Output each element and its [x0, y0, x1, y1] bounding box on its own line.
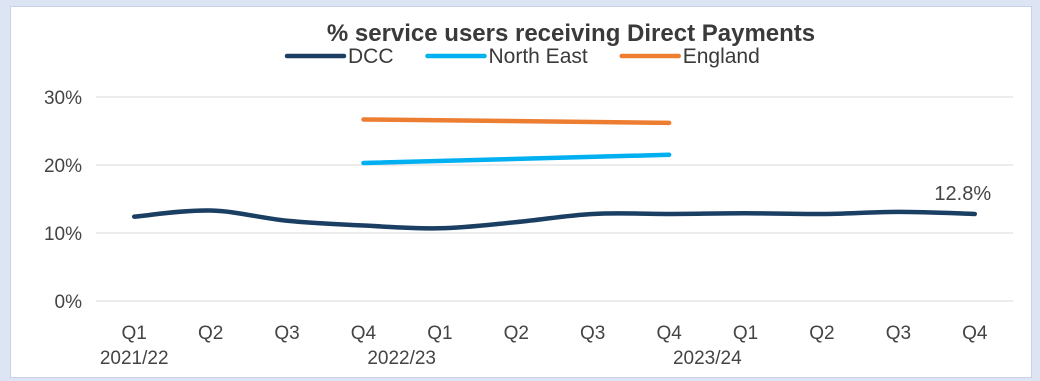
chart-title: % service users receiving Direct Payment…	[327, 20, 815, 47]
data-labels: 12.8%	[934, 183, 991, 205]
year-label: 2022/23	[367, 348, 436, 369]
x-axis: Q1 Q2 Q3 Q4 Q1 Q2 Q3 Q4 Q1 Q2 Q3 Q4 2021/22 2022/23 20…	[100, 323, 988, 369]
y-axis: 0% 10% 20% 30%	[44, 88, 82, 313]
x-tick-label: Q1	[122, 323, 147, 344]
chart-frame: % service users receiving Direct Payment…	[10, 6, 1032, 378]
x-tick-label: Q2	[809, 323, 834, 344]
x-tick-label: Q3	[274, 323, 299, 344]
year-label: 2021/22	[100, 348, 169, 369]
y-tick-label: 20%	[44, 156, 82, 177]
legend-item-dcc: DCC	[284, 45, 394, 68]
series-line-dcc	[131, 208, 978, 231]
series-line-england	[361, 117, 672, 126]
legend-label: North East	[489, 45, 588, 68]
x-tick-label: Q2	[198, 323, 223, 344]
x-tick-label: Q4	[656, 323, 682, 344]
y-tick-label: 10%	[44, 224, 82, 245]
legend-label: DCC	[348, 45, 394, 68]
data-label: 12.8%	[934, 183, 991, 205]
x-tick-label: Q1	[733, 323, 758, 344]
series-lines	[131, 117, 978, 231]
legend-item-north-east: North East	[425, 45, 588, 68]
x-tick-label: Q1	[427, 323, 452, 344]
year-label: 2023/24	[673, 348, 742, 369]
legend: DCC North East England	[284, 45, 760, 68]
x-tick-label: Q4	[351, 323, 377, 344]
legend-item-england: England	[619, 45, 760, 68]
series-line-north-east	[361, 152, 672, 166]
y-tick-label: 0%	[55, 292, 83, 313]
x-tick-label: Q3	[580, 323, 605, 344]
x-tick-label: Q2	[504, 323, 529, 344]
y-tick-label: 30%	[44, 88, 82, 109]
line-chart: % service users receiving Direct Payment…	[44, 20, 1013, 369]
legend-label: England	[683, 45, 760, 68]
x-tick-label: Q4	[962, 323, 988, 344]
gridlines	[96, 96, 1013, 302]
x-tick-label: Q3	[886, 323, 911, 344]
